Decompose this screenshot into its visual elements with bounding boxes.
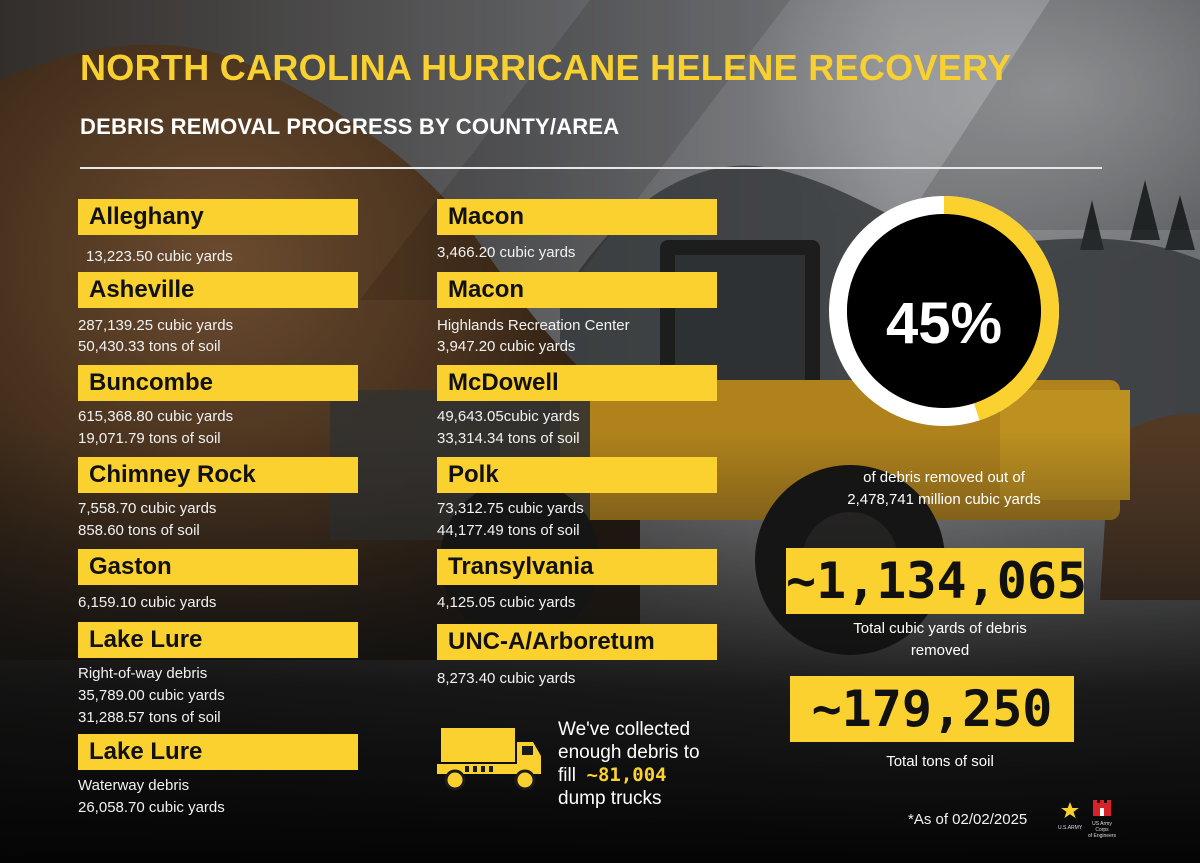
county-label-macon-highlands: Macon — [437, 272, 717, 308]
total-cubic-yards-caption-line1: Total cubic yards of debris — [853, 620, 1027, 637]
lake-lure-waterway-cubic-yards: 26,058.70 cubic yards — [78, 799, 225, 816]
castle-icon — [1093, 800, 1111, 816]
truck-fill-word: fill — [558, 765, 576, 786]
county-label-polk: Polk — [437, 457, 717, 493]
lake-lure-waterway-note: Waterway debris — [78, 777, 190, 794]
truck-message: We've collected enough debris to fill ~8… — [558, 718, 700, 810]
mcdowell-tons-soil: 33,314.34 tons of soil — [437, 430, 580, 447]
polk-tons-soil: 44,177.49 tons of soil — [437, 522, 580, 539]
county-label-lake-lure-row: Lake Lure — [78, 622, 358, 658]
progress-percent: 45% — [885, 291, 1003, 356]
army-logo-text: U.S.ARMY — [1058, 825, 1083, 831]
usace-logo-line2: of Engineers — [1087, 833, 1117, 839]
polk-cubic-yards: 73,312.75 cubic yards — [437, 500, 584, 517]
county-label-chimney-rock: Chimney Rock — [78, 457, 358, 493]
chimney-rock-cubic-yards: 7,558.70 cubic yards — [78, 500, 217, 517]
us-army-logo: U.S.ARMY — [1058, 799, 1083, 831]
dump-truck-icon — [437, 728, 541, 791]
county-label-lake-lure-waterway: Lake Lure — [78, 734, 358, 770]
asheville-cubic-yards: 287,139.25 cubic yards — [78, 317, 234, 334]
usace-logo: US Army Corps of Engineers — [1085, 800, 1119, 839]
macon-highlands-note: Highlands Recreation Center — [437, 317, 630, 334]
truck-line3: fill ~81,004 — [558, 764, 700, 787]
chimney-rock-tons-soil: 858.60 tons of soil — [78, 522, 200, 539]
progress-ring-center — [847, 214, 1041, 408]
county-label-gaston: Gaston — [78, 549, 358, 585]
divider — [80, 167, 1102, 169]
mcdowell-cubic-yards: 49,643.05cubic yards — [437, 408, 580, 425]
county-label-asheville: Asheville — [78, 272, 358, 308]
unca-arboretum-cubic-yards: 8,273.40 cubic yards — [437, 670, 576, 687]
army-star-icon — [1058, 799, 1082, 820]
county-label-macon: Macon — [437, 199, 717, 235]
buncombe-cubic-yards: 615,368.80 cubic yards — [78, 408, 234, 425]
alleghany-cubic-yards: 13,223.50 cubic yards — [86, 248, 233, 265]
county-label-alleghany: Alleghany — [78, 199, 358, 235]
county-label-buncombe: Buncombe — [78, 365, 358, 401]
usace-logo-line1: US Army Corps — [1092, 821, 1112, 833]
total-soil-caption: Total tons of soil — [886, 753, 994, 770]
macon-cubic-yards: 3,466.20 cubic yards — [437, 244, 576, 261]
truck-line4: dump trucks — [558, 788, 662, 809]
macon-highlands-cubic-yards: 3,947.20 cubic yards — [437, 338, 576, 355]
total-soil-value: ~179,250 — [790, 676, 1074, 742]
as-of-date: *As of 02/02/2025 — [908, 811, 1028, 828]
total-cubic-yards-value: ~1,134,065 — [786, 548, 1087, 614]
progress-caption-line2: 2,478,741 million cubic yards — [847, 491, 1041, 508]
county-label-unca-arboretum: UNC-A/Arboretum — [437, 624, 717, 660]
truck-line2: enough debris to — [558, 742, 700, 763]
transylvania-cubic-yards: 4,125.05 cubic yards — [437, 594, 576, 611]
progress-ring-fill — [943, 196, 1059, 421]
county-label-transylvania: Transylvania — [437, 549, 717, 585]
gaston-cubic-yards: 6,159.10 cubic yards — [78, 594, 217, 611]
buncombe-tons-soil: 19,071.79 tons of soil — [78, 430, 221, 447]
page-title: NORTH CAROLINA HURRICANE HELENE RECOVERY — [80, 47, 1012, 88]
truck-line1: We've collected — [558, 719, 691, 740]
lake-lure-row-cubic-yards: 35,789.00 cubic yards — [78, 687, 225, 704]
progress-ring — [826, 193, 1062, 429]
page-subtitle: DEBRIS REMOVAL PROGRESS BY COUNTY/AREA — [80, 114, 620, 139]
lake-lure-row-note: Right-of-way debris — [78, 665, 208, 682]
asheville-tons-soil: 50,430.33 tons of soil — [78, 338, 221, 355]
progress-caption-line1: of debris removed out of — [863, 469, 1025, 486]
truck-count: ~81,004 — [586, 764, 667, 786]
total-cubic-yards-caption-line2: removed — [910, 642, 970, 659]
lake-lure-row-tons-soil: 31,288.57 tons of soil — [78, 709, 221, 726]
county-label-mcdowell: McDowell — [437, 365, 717, 401]
